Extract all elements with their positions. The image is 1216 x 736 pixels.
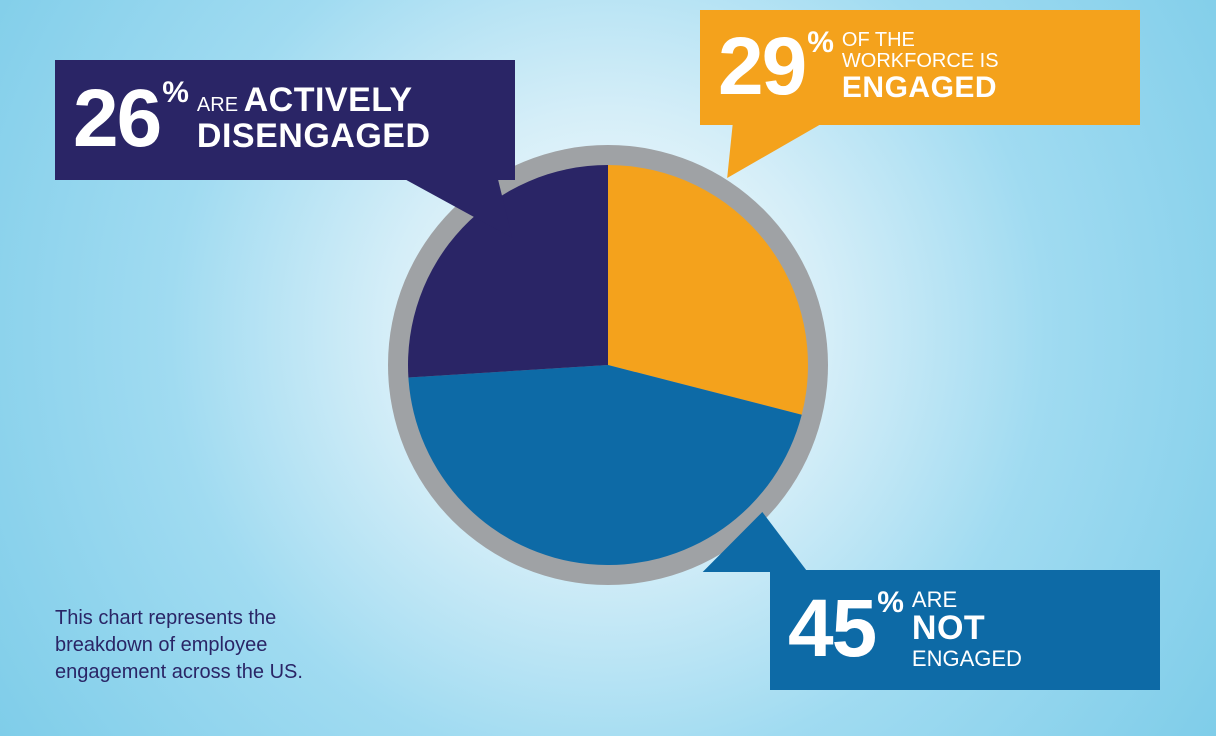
notengaged-percent-number: 45 (788, 588, 875, 670)
disengaged-percent-sign: % (162, 76, 189, 110)
engaged-percent-number: 29 (718, 26, 805, 108)
notengaged-label: ARE NOT ENGAGED (912, 588, 1022, 670)
callout-not-engaged: 45 % ARE NOT ENGAGED (770, 570, 1160, 690)
chart-caption: This chart represents the breakdown of e… (55, 605, 355, 686)
disengaged-percent-number: 26 (73, 78, 160, 160)
notengaged-percent-sign: % (877, 586, 904, 620)
engaged-label: OF THE WORKFORCE IS ENGAGED (842, 30, 999, 104)
disengaged-label: ARE ACTIVELY DISENGAGED (197, 83, 431, 154)
callout-actively-disengaged: 26 % ARE ACTIVELY DISENGAGED (55, 60, 515, 180)
engaged-percent-sign: % (807, 26, 834, 60)
callout-engaged: 29 % OF THE WORKFORCE IS ENGAGED (700, 10, 1140, 125)
